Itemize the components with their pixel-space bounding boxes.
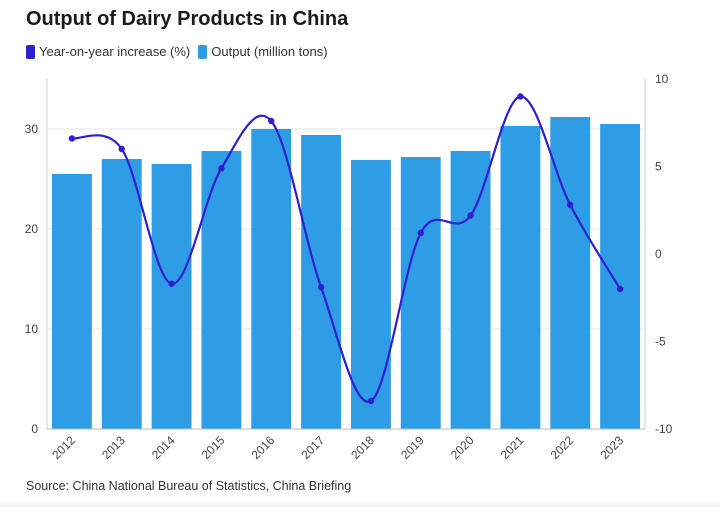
x-tick-label-2023: 2023 <box>597 433 626 462</box>
bar-2023 <box>600 124 641 429</box>
yoy-point-2020 <box>467 212 474 219</box>
combo-chart: 0 10 20 30 -10 -5 0 5 10 2012 2013 2014 2015 2016 2017… <box>25 72 673 462</box>
bar-2019 <box>400 157 441 429</box>
x-tick-label-2018: 2018 <box>348 433 377 462</box>
y-right-tick-label: 5 <box>655 160 662 174</box>
x-tick-label-2014: 2014 <box>149 433 178 462</box>
y-left-tick-label: 0 <box>31 422 38 436</box>
chart-legend: Year-on-year increase (%) Output (millio… <box>26 44 328 59</box>
x-tick-label-2012: 2012 <box>49 433 78 462</box>
yoy-point-2022 <box>567 201 574 209</box>
x-tick-label-2022: 2022 <box>548 433 577 462</box>
x-tick-label-2017: 2017 <box>298 433 327 462</box>
yoy-point-2015 <box>218 165 225 172</box>
yoy-point-2014 <box>168 280 175 287</box>
legend-label-output: Output (million tons) <box>211 44 328 59</box>
bar-2018 <box>350 160 391 429</box>
y-left-tick-label: 20 <box>25 222 39 236</box>
y-right-tick-label: 0 <box>655 247 662 261</box>
yoy-point-2013 <box>118 145 125 153</box>
bar-2013 <box>101 159 142 429</box>
x-tick-label-2020: 2020 <box>448 433 477 462</box>
bar-2021 <box>500 126 541 429</box>
legend-swatch-yoy <box>26 44 35 59</box>
x-tick-label-2013: 2013 <box>99 433 128 462</box>
bar-2015 <box>201 151 242 429</box>
y-right-tick-label: -10 <box>655 422 673 436</box>
legend-item-output[interactable]: Output (million tons) <box>198 44 328 59</box>
legend-swatch-output <box>198 44 208 59</box>
footer-divider <box>0 501 720 507</box>
yoy-point-2012 <box>68 135 76 142</box>
yoy-point-2016 <box>268 117 275 125</box>
yoy-point-2021 <box>517 93 524 100</box>
yoy-point-2023 <box>616 285 624 293</box>
legend-item-yoy[interactable]: Year-on-year increase (%) <box>26 44 190 59</box>
bar-2017 <box>301 135 342 429</box>
legend-label-yoy: Year-on-year increase (%) <box>39 44 191 59</box>
bar-2022 <box>550 117 591 429</box>
yoy-point-2017 <box>317 284 325 291</box>
bar-2020 <box>450 151 491 429</box>
y-left-tick-label: 30 <box>25 122 39 136</box>
x-tick-label-2015: 2015 <box>199 433 228 462</box>
source-note: Source: China National Bureau of Statist… <box>26 479 352 493</box>
bar-2014 <box>151 164 192 429</box>
y-right-tick-label: 10 <box>655 72 669 86</box>
yoy-point-2018 <box>367 397 375 405</box>
y-right-tick-label: -5 <box>655 335 666 349</box>
x-tick-label-2021: 2021 <box>498 433 527 462</box>
bar-2016 <box>251 129 292 429</box>
x-tick-label-2019: 2019 <box>398 433 427 462</box>
chart-title: Output of Dairy Products in China <box>26 8 349 30</box>
bar-2012 <box>51 174 92 429</box>
yoy-point-2019 <box>417 229 424 237</box>
x-tick-label-2016: 2016 <box>249 433 278 462</box>
y-left-tick-label: 10 <box>25 322 39 336</box>
